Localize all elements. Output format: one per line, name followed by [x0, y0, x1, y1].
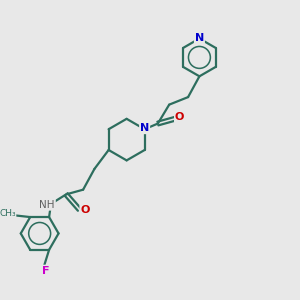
Text: F: F	[42, 266, 49, 276]
Text: CH₃: CH₃	[0, 209, 16, 218]
Text: NH: NH	[40, 200, 55, 210]
Text: O: O	[80, 206, 90, 215]
Text: N: N	[140, 123, 149, 133]
Text: O: O	[175, 112, 184, 122]
Text: N: N	[195, 33, 204, 43]
